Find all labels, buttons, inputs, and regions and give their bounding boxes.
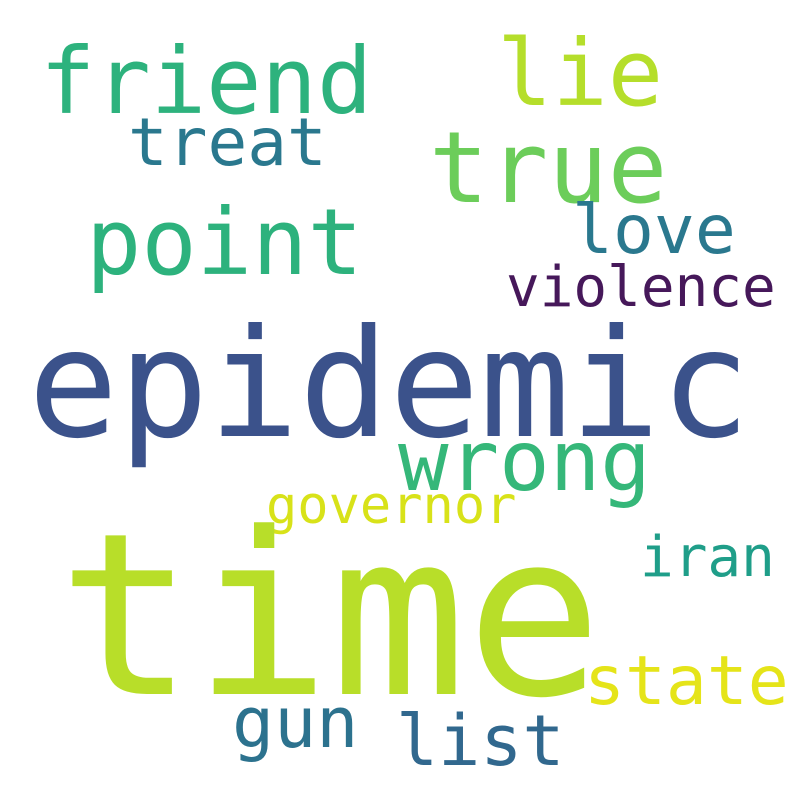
- word-violence: violence: [506, 255, 776, 320]
- word-true: true: [429, 111, 668, 226]
- word-gun: gun: [232, 682, 359, 764]
- word-time: time: [58, 485, 603, 748]
- word-wrong: wrong: [398, 412, 651, 510]
- word-iran: iran: [640, 525, 775, 590]
- word-love: love: [572, 191, 736, 270]
- word-treat: treat: [128, 104, 327, 181]
- word-state: state: [584, 642, 789, 721]
- word-lie: lie: [497, 20, 664, 127]
- word-list: list: [396, 700, 565, 782]
- word-governor: governor: [266, 476, 517, 536]
- word-point: point: [86, 189, 363, 296]
- word-friend: friend: [40, 28, 373, 135]
- word-epidemic: epidemic: [28, 298, 751, 472]
